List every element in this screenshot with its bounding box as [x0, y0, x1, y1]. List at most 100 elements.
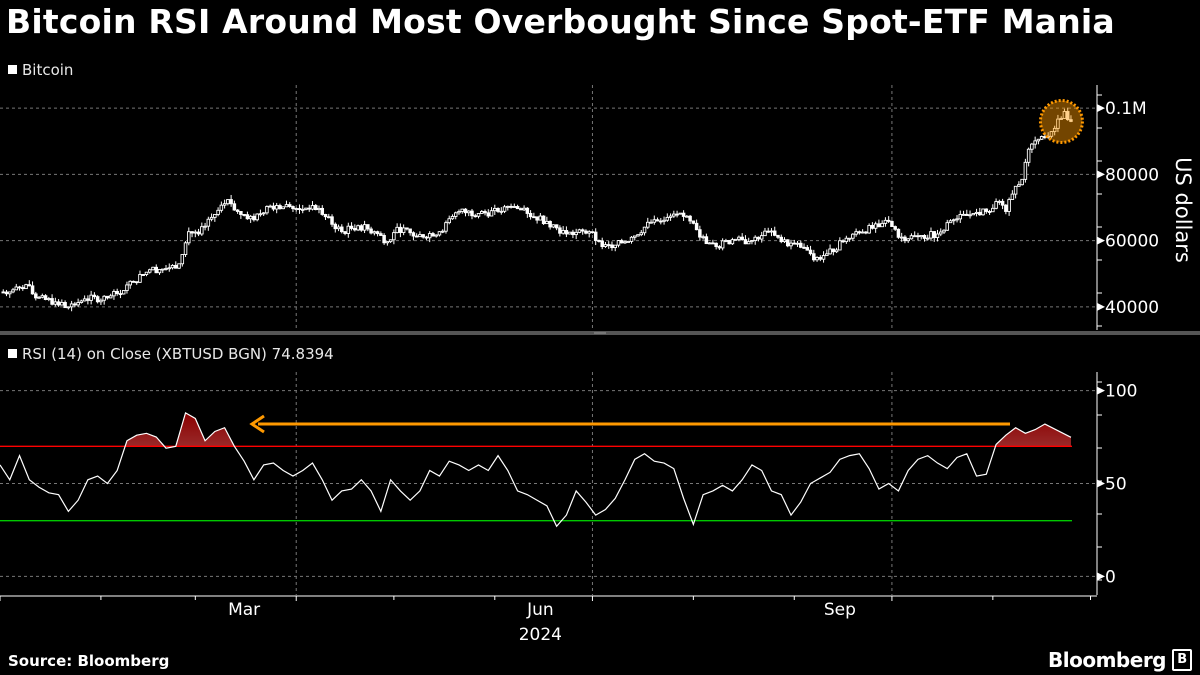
x-tick-label: Mar — [228, 600, 260, 620]
candle-body — [268, 205, 272, 208]
candle-body — [434, 234, 438, 237]
candle-body — [847, 237, 852, 240]
candle-body — [187, 231, 191, 244]
candle-body — [1049, 131, 1054, 137]
y-tick-marker — [1097, 302, 1105, 311]
candle-body — [730, 239, 735, 245]
candle-body — [336, 226, 341, 230]
candle-body — [69, 303, 74, 308]
candle-body — [76, 302, 80, 306]
candle-body — [265, 206, 269, 214]
candle-body — [629, 236, 634, 242]
candle-body — [571, 231, 575, 236]
candle-body — [388, 239, 393, 243]
candle-body — [763, 230, 767, 237]
candle-body — [558, 227, 562, 234]
candle-body — [528, 213, 533, 218]
y-tick-marker — [1097, 170, 1105, 179]
candle-body — [626, 240, 631, 243]
candle-body — [906, 238, 910, 242]
candle-body — [545, 220, 549, 225]
candle-body — [366, 224, 370, 230]
candle-body — [766, 230, 770, 233]
candle-body — [34, 293, 38, 299]
candle-body — [239, 211, 243, 215]
candle-body — [981, 208, 985, 216]
candle-body — [564, 230, 569, 235]
candle-body — [314, 205, 318, 211]
candle-body — [164, 267, 168, 270]
candle-body — [333, 223, 338, 230]
candle-body — [14, 286, 19, 291]
y-tick-marker — [1097, 572, 1105, 581]
candle-body — [978, 211, 982, 216]
legend-swatch — [8, 349, 17, 358]
candle-body — [987, 211, 992, 213]
candle-body — [1017, 184, 1021, 187]
candle-body — [955, 218, 959, 221]
candle-body — [610, 244, 614, 249]
price-y-tick-label: 0.1M — [1105, 99, 1147, 119]
candle-body — [453, 212, 458, 217]
candle-body — [828, 248, 832, 255]
x-tick-label: Sep — [824, 600, 856, 620]
candle-body — [603, 244, 608, 248]
candle-body — [255, 213, 259, 221]
candle-body — [1007, 199, 1011, 212]
candle-body — [746, 241, 751, 245]
candle-body — [440, 230, 445, 233]
candle-body — [203, 225, 207, 228]
candle-body — [1020, 178, 1024, 186]
candle-body — [724, 240, 728, 242]
candle-body — [896, 228, 901, 238]
candle-body — [99, 299, 103, 303]
candle-body — [1013, 185, 1018, 195]
candle-body — [782, 239, 787, 243]
candle-body — [890, 220, 894, 227]
candle-body — [672, 213, 676, 217]
candle-body — [1023, 161, 1028, 180]
candle-body — [450, 216, 455, 220]
candle-body — [414, 235, 419, 238]
candle-body — [128, 280, 132, 286]
candle-body — [590, 231, 595, 234]
candle-body — [411, 232, 416, 237]
candle-body — [912, 235, 917, 238]
price-candles — [1, 107, 1073, 312]
candle-body — [50, 298, 54, 305]
candle-body — [245, 214, 250, 220]
candle-body — [805, 247, 810, 251]
candle-body — [851, 233, 855, 239]
candle-body — [877, 223, 881, 228]
y-tick-marker — [1097, 386, 1105, 395]
candle-body — [300, 208, 305, 211]
candle-body — [743, 239, 748, 245]
candle-body — [310, 205, 315, 210]
candle-body — [278, 205, 282, 210]
candle-body — [343, 231, 347, 234]
candle-body — [991, 207, 995, 213]
candle-body — [499, 210, 504, 213]
candle-body — [795, 242, 800, 245]
candle-body — [147, 269, 152, 273]
candle-body — [307, 207, 311, 210]
candle-body — [538, 215, 543, 221]
candle-body — [291, 206, 295, 210]
rsi-y-tick-label: 50 — [1105, 475, 1127, 495]
rsi-y-tick-label: 100 — [1105, 382, 1137, 402]
candle-body — [903, 236, 907, 242]
candle-body — [652, 219, 657, 223]
candle-body — [1069, 119, 1073, 122]
candle-body — [161, 268, 165, 271]
candle-body — [616, 240, 621, 246]
candle-body — [79, 300, 84, 303]
candle-body — [294, 208, 298, 211]
candle-body — [769, 230, 774, 233]
candle-body — [170, 264, 175, 269]
candle-body — [304, 207, 308, 210]
candle-body — [948, 220, 953, 224]
price-y-tick-label: 40000 — [1105, 298, 1159, 318]
candle-body — [789, 242, 793, 247]
candle-body — [883, 219, 888, 224]
candle-body — [551, 224, 556, 228]
